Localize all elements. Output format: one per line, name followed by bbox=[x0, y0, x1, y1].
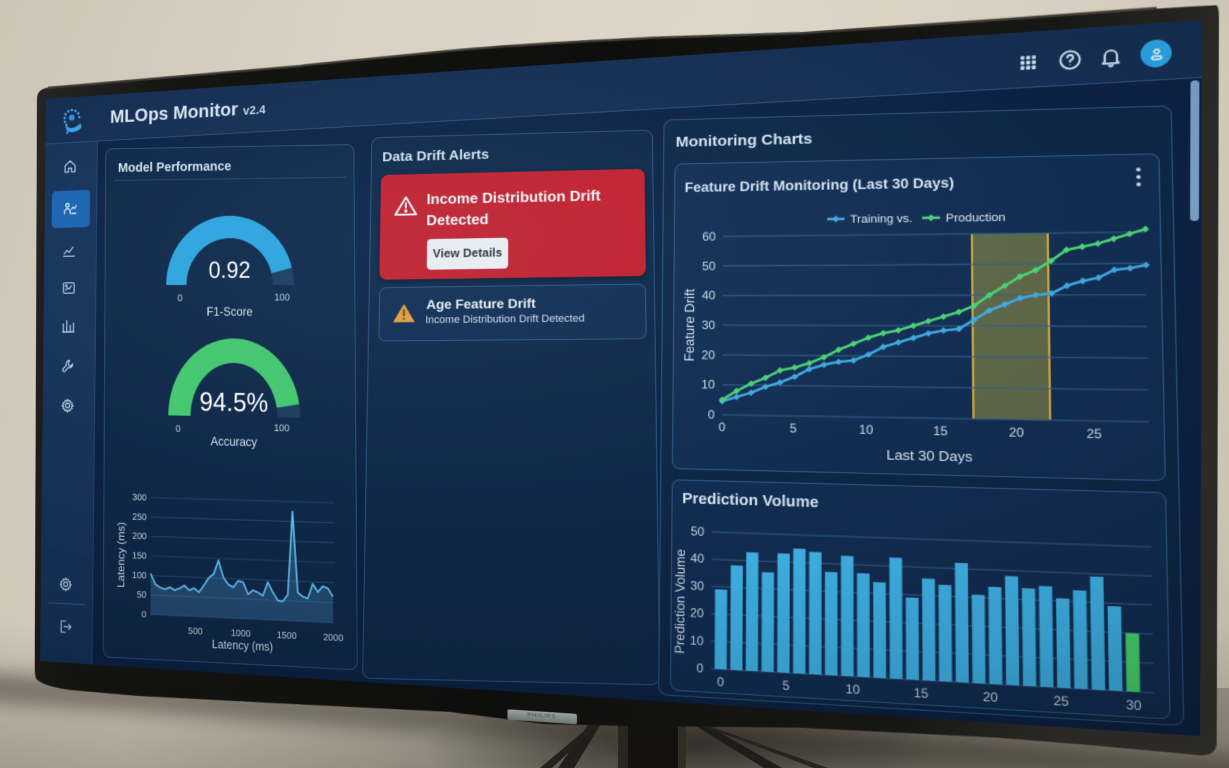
svg-text:50: 50 bbox=[137, 589, 147, 600]
svg-text:60: 60 bbox=[702, 231, 716, 244]
svg-text:50: 50 bbox=[702, 260, 716, 273]
svg-text:10: 10 bbox=[701, 379, 715, 392]
svg-text:10: 10 bbox=[690, 634, 704, 648]
svg-text:20: 20 bbox=[1009, 426, 1024, 440]
svg-text:94.5%: 94.5% bbox=[200, 388, 269, 419]
svg-text:0: 0 bbox=[708, 409, 715, 422]
svg-text:10: 10 bbox=[846, 683, 860, 697]
svg-text:20: 20 bbox=[701, 349, 715, 362]
svg-text:Training vs.: Training vs. bbox=[850, 213, 912, 226]
svg-text:5: 5 bbox=[790, 423, 797, 436]
svg-text:0: 0 bbox=[176, 423, 181, 434]
svg-text:500: 500 bbox=[188, 625, 203, 637]
svg-text:2000: 2000 bbox=[323, 631, 343, 643]
svg-text:1000: 1000 bbox=[231, 627, 251, 639]
svg-text:Feature Drift Monitoring (Last: Feature Drift Monitoring (Last 30 Days) bbox=[685, 174, 955, 195]
svg-text:250: 250 bbox=[132, 511, 147, 522]
svg-text:100: 100 bbox=[132, 569, 147, 581]
svg-text:300: 300 bbox=[132, 491, 147, 502]
svg-text:Last 30 Days: Last 30 Days bbox=[886, 447, 972, 464]
svg-text:200: 200 bbox=[132, 530, 147, 542]
svg-text:1500: 1500 bbox=[277, 629, 297, 641]
svg-text:0: 0 bbox=[717, 676, 724, 690]
svg-text:20: 20 bbox=[690, 607, 704, 621]
svg-text:0.92: 0.92 bbox=[209, 257, 251, 283]
svg-text:0: 0 bbox=[177, 292, 182, 303]
svg-text:50: 50 bbox=[691, 526, 705, 540]
svg-text:30: 30 bbox=[702, 320, 716, 333]
svg-text:F1-Score: F1-Score bbox=[207, 306, 253, 319]
svg-text:Prediction Volume: Prediction Volume bbox=[682, 490, 819, 510]
svg-text:Feature Drift: Feature Drift bbox=[682, 288, 698, 361]
svg-text:100: 100 bbox=[274, 422, 290, 433]
svg-text:150: 150 bbox=[132, 550, 147, 562]
svg-text:30: 30 bbox=[1126, 699, 1142, 714]
svg-text:Latency (ms): Latency (ms) bbox=[212, 639, 273, 654]
svg-text:25: 25 bbox=[1086, 428, 1101, 442]
svg-text:5: 5 bbox=[782, 680, 789, 694]
svg-text:Accuracy: Accuracy bbox=[211, 435, 258, 449]
svg-text:100: 100 bbox=[274, 292, 289, 303]
svg-text:0: 0 bbox=[141, 609, 146, 620]
svg-text:15: 15 bbox=[933, 425, 948, 439]
svg-text:40: 40 bbox=[702, 290, 716, 303]
svg-text:Latency (ms): Latency (ms) bbox=[116, 522, 127, 588]
svg-text:10: 10 bbox=[859, 424, 873, 437]
svg-text:Production: Production bbox=[946, 212, 1006, 225]
svg-text:40: 40 bbox=[690, 553, 704, 567]
svg-text:25: 25 bbox=[1054, 695, 1069, 710]
svg-text:15: 15 bbox=[914, 687, 929, 702]
svg-text:0: 0 bbox=[719, 421, 726, 434]
svg-text:0: 0 bbox=[696, 662, 703, 676]
svg-text:20: 20 bbox=[983, 691, 998, 706]
svg-text:30: 30 bbox=[690, 580, 704, 594]
svg-text:Prediction Volume: Prediction Volume bbox=[672, 548, 689, 654]
